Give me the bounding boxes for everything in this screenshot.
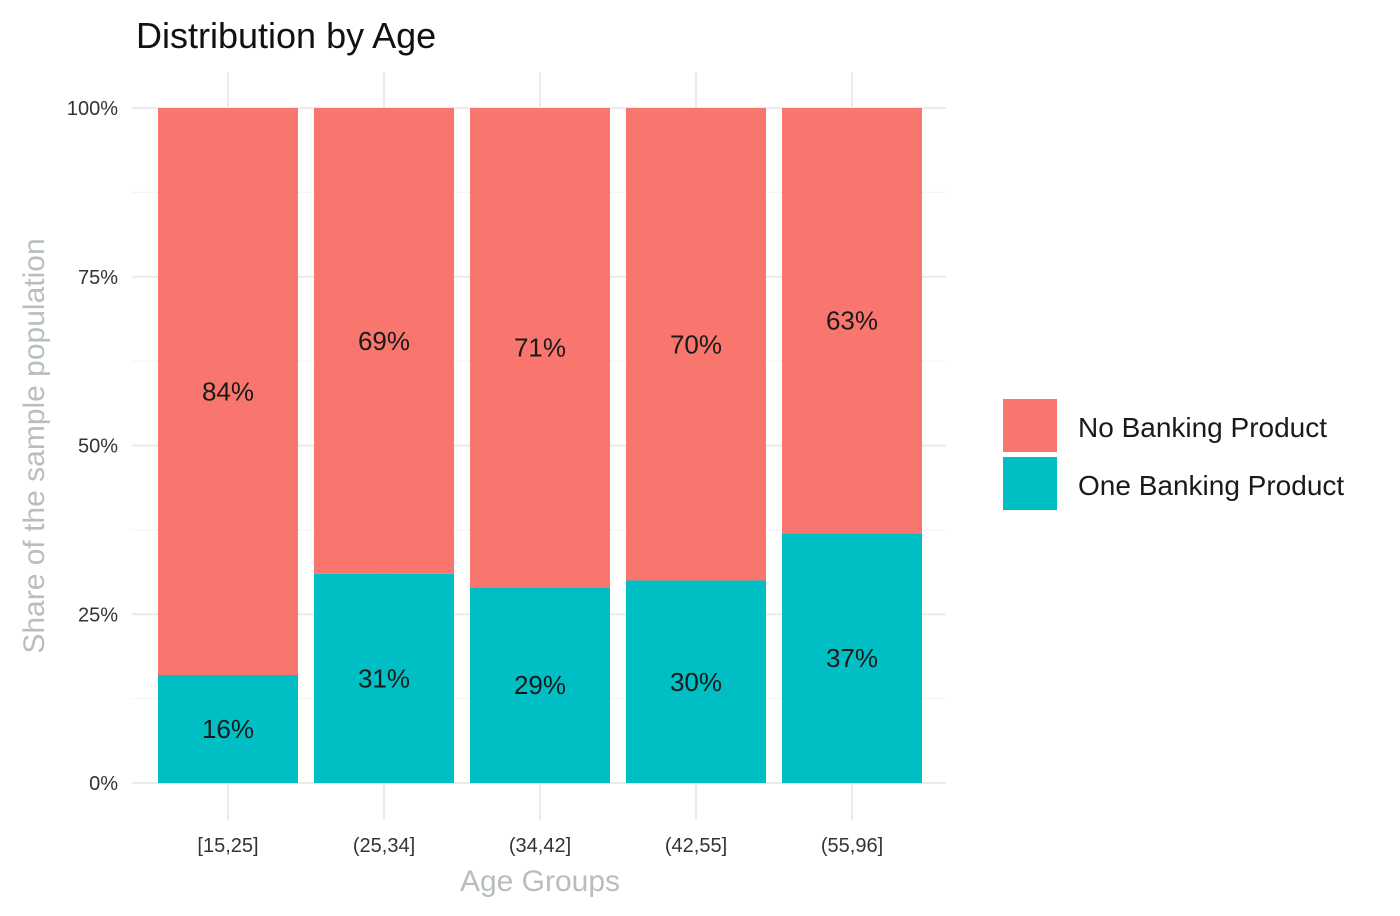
data-label-no-banking-product: 71% (514, 333, 566, 363)
data-label-one-banking-product: 30% (670, 667, 722, 697)
data-label-no-banking-product: 84% (202, 377, 254, 407)
bar-segment-no-banking-product (314, 108, 454, 574)
legend-label-no-banking-product: No Banking Product (1078, 412, 1327, 443)
data-labels: 16% 84% 31% 69% 29% 71% 30% 70% 37% 63% (202, 306, 878, 744)
bar-segment-one-banking-product (158, 675, 298, 783)
data-label-one-banking-product: 29% (514, 670, 566, 700)
x-tick-label: (34,42] (509, 835, 571, 857)
data-label-no-banking-product: 70% (670, 329, 722, 359)
x-tick-label: [15,25] (197, 835, 258, 857)
legend-swatch-one-banking-product (1003, 457, 1057, 510)
y-tick-label: 25% (78, 604, 118, 626)
bar-segment-no-banking-product (782, 108, 922, 534)
data-label-one-banking-product: 16% (202, 714, 254, 744)
y-tick-label: 100% (67, 98, 118, 120)
bar-segment-one-banking-product (314, 573, 454, 783)
bar-segment-one-banking-product (626, 580, 766, 783)
x-axis-title: Age Groups (460, 865, 620, 898)
data-label-no-banking-product: 69% (358, 326, 410, 356)
bar-segment-one-banking-product (782, 533, 922, 783)
y-tick-label: 50% (78, 436, 118, 458)
legend-swatch-no-banking-product (1003, 399, 1057, 452)
bar-segment-no-banking-product (470, 108, 610, 588)
axes: 0% 25% 50% 75% 100% [15,25] (25,34] (34,42] (42,… (67, 98, 883, 857)
bar-segment-one-banking-product (470, 587, 610, 783)
y-axis-title: Share of the sample population (18, 238, 51, 653)
chart-title: Distribution by Age (136, 15, 436, 56)
legend: No Banking Product One Banking Product (1003, 399, 1344, 510)
data-label-one-banking-product: 31% (358, 663, 410, 693)
y-tick-label: 0% (89, 773, 118, 795)
legend-label-one-banking-product: One Banking Product (1078, 470, 1344, 501)
x-tick-label: (25,34] (353, 835, 415, 857)
data-label-one-banking-product: 37% (826, 643, 878, 673)
bar-segment-no-banking-product (626, 108, 766, 581)
x-tick-label: (55,96] (821, 835, 883, 857)
bar-segment-no-banking-product (158, 108, 298, 675)
y-tick-label: 75% (78, 267, 118, 289)
x-tick-label: (42,55] (665, 835, 727, 857)
data-label-no-banking-product: 63% (826, 306, 878, 336)
bars (158, 108, 922, 783)
